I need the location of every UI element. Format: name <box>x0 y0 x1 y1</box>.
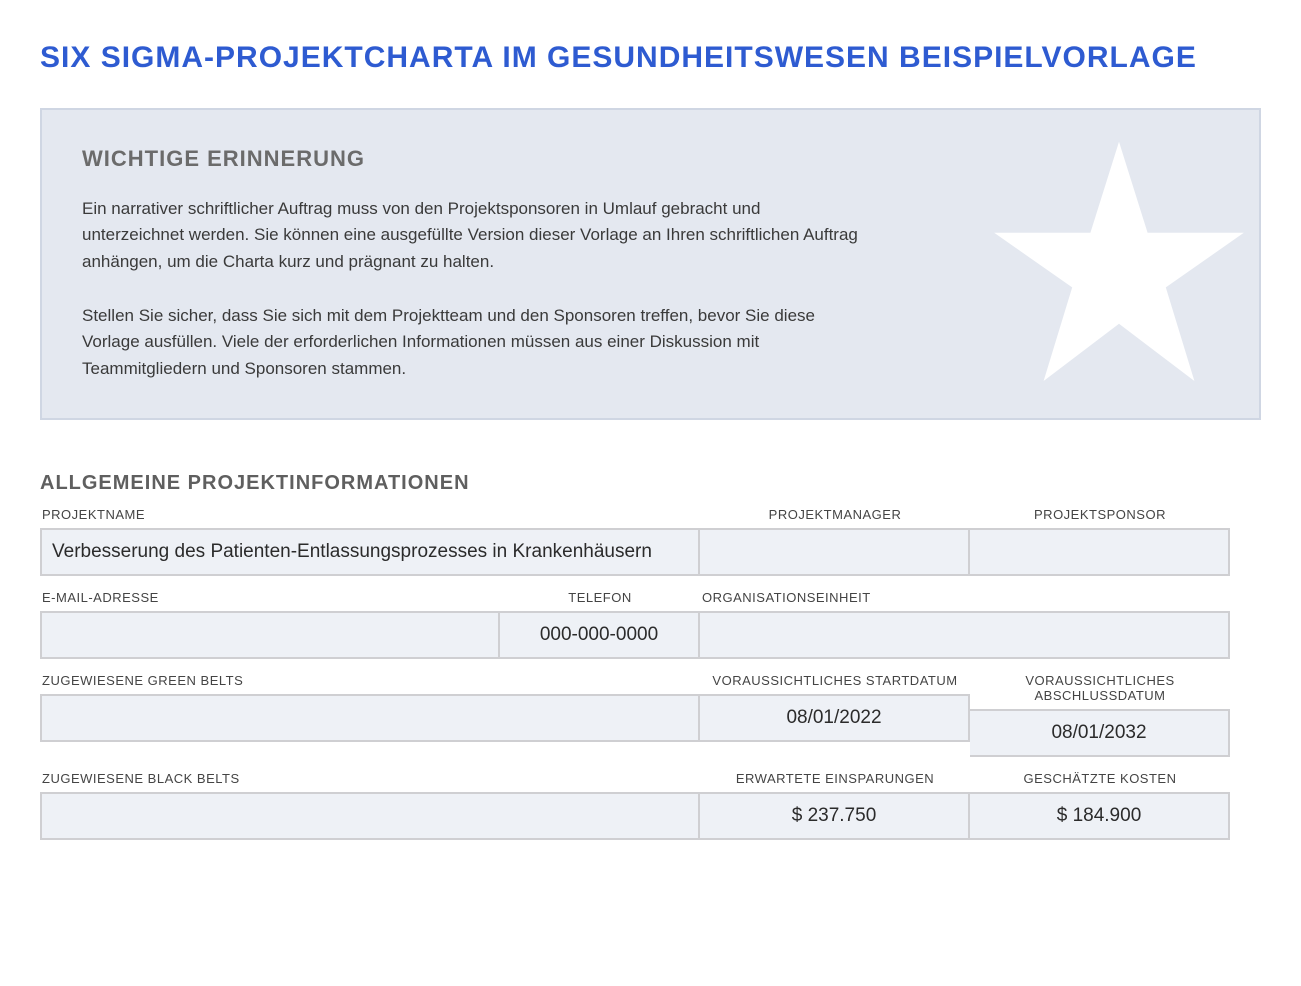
input-end-date[interactable]: 08/01/2032 <box>970 709 1230 757</box>
label-email: E-MAIL-ADRESSE <box>40 586 500 611</box>
input-savings[interactable]: $ 237.750 <box>700 792 970 840</box>
label-green-belts: ZUGEWIESENE GREEN BELTS <box>40 669 700 694</box>
input-start-date[interactable]: 08/01/2022 <box>700 694 970 742</box>
label-end-date: VORAUSSICHTLICHES ABSCHLUSSDATUM <box>970 669 1230 709</box>
input-project-sponsor[interactable] <box>970 528 1230 576</box>
reminder-box: WICHTIGE ERINNERUNG Ein narrativer schri… <box>40 108 1261 420</box>
input-green-belts[interactable] <box>40 694 700 742</box>
label-phone: TELEFON <box>500 586 700 611</box>
label-start-date: VORAUSSICHTLICHES STARTDATUM <box>700 669 970 694</box>
label-org-unit: ORGANISATIONSEINHEIT <box>700 586 1230 611</box>
reminder-paragraph-1: Ein narrativer schriftlicher Auftrag mus… <box>82 196 862 275</box>
section-title: ALLGEMEINE PROJEKTINFORMATIONEN <box>40 472 1261 495</box>
label-black-belts: ZUGEWIESENE BLACK BELTS <box>40 767 700 792</box>
input-project-manager[interactable] <box>700 528 970 576</box>
reminder-body: Ein narrativer schriftlicher Auftrag mus… <box>82 196 862 382</box>
label-project-name: PROJEKTNAME <box>40 503 700 528</box>
row-greenbelts: ZUGEWIESENE GREEN BELTS VORAUSSICHTLICHE… <box>40 669 1261 757</box>
page-title: SIX SIGMA-PROJEKTCHARTA IM GESUNDHEITSWE… <box>40 40 1261 76</box>
input-costs[interactable]: $ 184.900 <box>970 792 1230 840</box>
input-org-unit[interactable] <box>700 611 1230 659</box>
row-blackbelts: ZUGEWIESENE BLACK BELTS ERWARTETE EINSPA… <box>40 767 1261 840</box>
input-project-name[interactable]: Verbesserung des Patienten-Entlassungspr… <box>40 528 700 576</box>
reminder-paragraph-2: Stellen Sie sicher, dass Sie sich mit de… <box>82 303 862 382</box>
label-project-sponsor: PROJEKTSPONSOR <box>970 503 1230 528</box>
label-costs: GESCHÄTZTE KOSTEN <box>970 767 1230 792</box>
row-contact: E-MAIL-ADRESSE TELEFON 000-000-0000 ORGA… <box>40 586 1261 659</box>
input-black-belts[interactable] <box>40 792 700 840</box>
label-project-manager: PROJEKTMANAGER <box>700 503 970 528</box>
input-email[interactable] <box>40 611 500 659</box>
label-savings: ERWARTETE EINSPARUNGEN <box>700 767 970 792</box>
star-icon <box>989 134 1249 394</box>
row-project-name: PROJEKTNAME Verbesserung des Patienten-E… <box>40 503 1261 576</box>
input-phone[interactable]: 000-000-0000 <box>500 611 700 659</box>
